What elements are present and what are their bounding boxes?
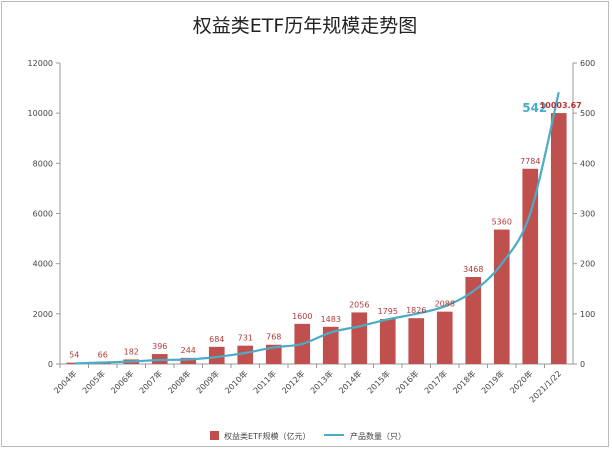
x-tick-label: 2006年 [109, 368, 136, 395]
left-tick-label: 6000 [33, 210, 53, 219]
bar-value-label: 731 [238, 334, 253, 343]
left-tick-label: 12000 [28, 59, 53, 68]
bar-value-label: 2056 [349, 300, 369, 309]
bar-value-label: 396 [152, 342, 167, 351]
bar-value-label: 10003.67 [540, 101, 582, 110]
bar [379, 318, 396, 364]
x-tick-label: 2010年 [223, 368, 250, 395]
bar [493, 229, 510, 364]
bar-value-label: 7784 [520, 157, 540, 166]
bar-value-label: 684 [209, 335, 224, 344]
bar-value-label: 54 [69, 351, 79, 360]
legend-label-line: 产品数量（只） [350, 431, 406, 441]
bar [322, 326, 339, 364]
left-tick-label: 2000 [33, 310, 53, 319]
chart-title: 权益类ETF历年规模走势图 [193, 15, 418, 37]
right-tick-label: 400 [580, 159, 595, 168]
right-tick-label: 100 [580, 310, 595, 319]
bar-value-label: 1795 [378, 307, 398, 316]
bar [465, 277, 482, 364]
x-tick-label: 2008年 [166, 368, 193, 395]
x-tick-label: 2015年 [365, 368, 392, 395]
left-tick-label: 0 [48, 360, 53, 369]
bar-series [66, 113, 567, 364]
product-count-line [74, 91, 560, 365]
right-tick-label: 600 [580, 59, 595, 68]
x-tick-label: 2012年 [280, 368, 307, 395]
right-tick-label: 200 [580, 260, 595, 269]
bar [180, 357, 197, 364]
x-tick-label: 2011年 [251, 368, 278, 395]
x-tick-label: 2004年 [52, 368, 79, 395]
chart-legend: 权益类ETF规模（亿元） 产品数量（只） [210, 431, 406, 441]
x-tick-label: 2009年 [194, 368, 221, 395]
bar [208, 346, 225, 364]
bar-value-label: 1600 [292, 312, 312, 321]
legend-label-bar: 权益类ETF规模（亿元） [224, 431, 311, 441]
bar-value-label: 5360 [492, 218, 512, 227]
left-tick-label: 4000 [33, 260, 53, 269]
bar [408, 318, 425, 364]
legend-swatch-bar [210, 431, 219, 440]
bar-value-label: 182 [124, 347, 139, 356]
line-series: 542 [74, 91, 560, 365]
bar [522, 168, 539, 364]
x-tick-label: 2014年 [337, 368, 364, 395]
bar-value-label: 244 [181, 346, 196, 355]
bar-value-label: 3468 [463, 265, 483, 274]
bar-value-label: 1826 [406, 306, 426, 315]
line-value-label: 542 [522, 101, 547, 115]
x-tick-label: 2019年 [479, 368, 506, 395]
x-tick-label: 2020年 [508, 368, 535, 395]
bar [550, 113, 567, 364]
data-labels: 54 66 182 396 244 684 731 768 1600 1483 2056 1795 18… [69, 101, 582, 360]
bar-value-label: 66 [98, 350, 108, 359]
right-tick-label: 300 [580, 210, 595, 219]
x-tick-label: 2013年 [308, 368, 335, 395]
x-tick-label: 2007年 [137, 368, 164, 395]
left-tick-label: 10000 [28, 109, 53, 118]
x-tick-label: 2018年 [451, 368, 478, 395]
right-tick-label: 0 [580, 360, 585, 369]
right-tick-label: 500 [580, 109, 595, 118]
x-tick-label: 2017年 [422, 368, 449, 395]
x-tick-label: 2016年 [394, 368, 421, 395]
bar-value-label: 768 [266, 333, 281, 342]
bar-value-label: 1483 [321, 315, 341, 324]
bar [436, 311, 453, 364]
bar [265, 344, 282, 364]
bar-value-label: 2088 [435, 300, 455, 309]
bar [237, 345, 254, 364]
chart-axes: 0 2000 4000 6000 8000 10000 12000 0 100 200 300 400… [28, 59, 596, 404]
bar [351, 312, 368, 364]
x-tick-label: 2005年 [80, 368, 107, 395]
left-tick-label: 8000 [33, 159, 53, 168]
